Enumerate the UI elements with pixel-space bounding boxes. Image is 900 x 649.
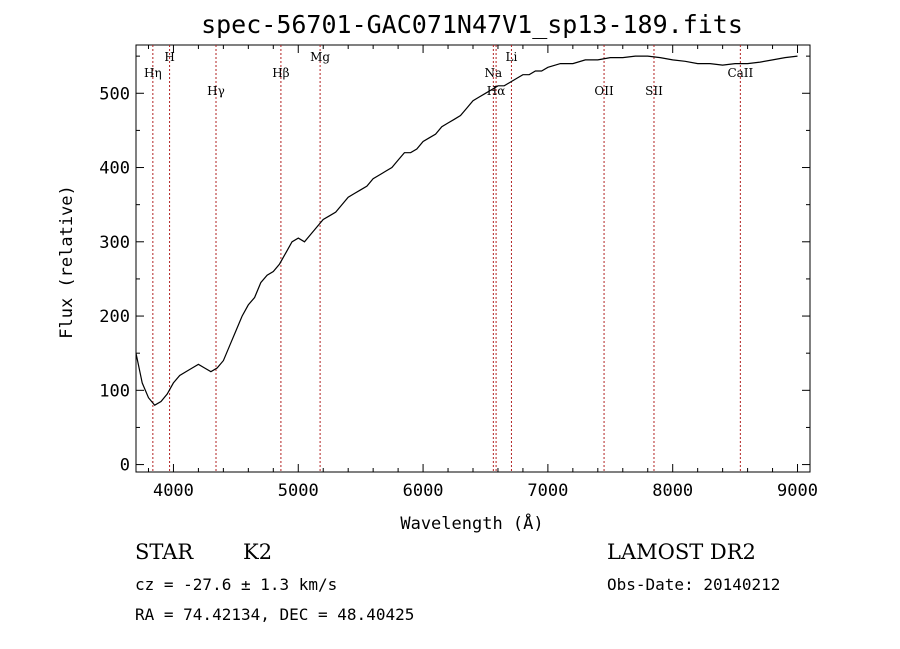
spectral-line-label: Hγ xyxy=(207,84,225,98)
y-tick-label: 300 xyxy=(99,233,130,253)
y-tick-label: 200 xyxy=(99,307,130,327)
x-axis-ticks: 4000 5000 6000 7000 8000 9000 xyxy=(147,45,818,501)
chart-title: spec-56701-GAC071N47V1_sp13-189.fits xyxy=(201,10,743,39)
plot-frame xyxy=(135,44,811,473)
y-axis-ticks: 0 100 200 300 400 500 xyxy=(99,55,810,476)
x-tick-label: 5000 xyxy=(278,481,319,501)
obs-date-text: Obs-Date: 20140212 xyxy=(607,575,780,594)
y-tick-label: 400 xyxy=(99,159,130,179)
spectral-line-label: Hα xyxy=(487,84,506,98)
y-axis-label: Flux (relative) xyxy=(57,185,77,339)
x-tick-label: 4000 xyxy=(153,481,194,501)
survey-name: LAMOST DR2 xyxy=(607,540,756,564)
spectral-line-label: CaII xyxy=(727,66,753,80)
spectral-line-label: Hη xyxy=(144,66,162,80)
object-subclass: K2 xyxy=(243,540,272,564)
spectral-line-label: Mg xyxy=(310,50,330,64)
y-tick-label: 0 xyxy=(120,456,130,476)
redshift-text: cz = -27.6 ± 1.3 km/s xyxy=(135,575,337,594)
x-tick-label: 8000 xyxy=(652,481,693,501)
object-class: STAR xyxy=(135,540,194,564)
spectral-line-label: Na xyxy=(485,66,503,80)
x-tick-label: 6000 xyxy=(403,481,444,501)
spectral-line-label: Hβ xyxy=(272,66,289,80)
spectral-line-label: Li xyxy=(506,50,518,64)
spectrum-line xyxy=(136,55,798,406)
x-axis-label: Wavelength (Å) xyxy=(400,512,543,534)
x-tick-label: 9000 xyxy=(777,481,818,501)
x-tick-label: 7000 xyxy=(527,481,568,501)
spectral-line-label: H xyxy=(164,50,174,64)
coordinates-text: RA = 74.42134, DEC = 48.40425 xyxy=(135,605,414,624)
spectral-line-label: OII xyxy=(594,84,614,98)
spectral-line-label: SII xyxy=(645,84,663,98)
spectrum-series-layer xyxy=(136,55,798,406)
spectral-line-markers: HηH Hγ Hβ Mg Na Hα Li OII SII CaII xyxy=(144,45,754,472)
y-tick-label: 100 xyxy=(99,381,130,401)
y-tick-label: 500 xyxy=(99,84,130,104)
